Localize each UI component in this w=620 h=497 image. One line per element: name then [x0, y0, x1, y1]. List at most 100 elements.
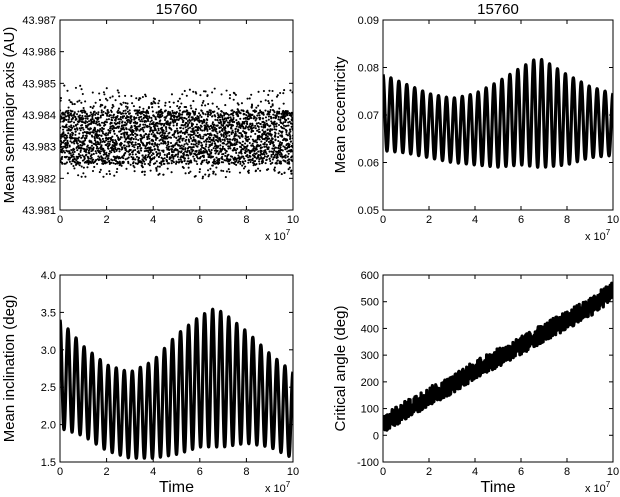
data-point: [151, 110, 154, 113]
data-point: [148, 137, 151, 140]
data-point: [239, 160, 242, 163]
data-point: [95, 112, 98, 115]
data-point: [156, 132, 159, 135]
data-point: [162, 142, 165, 145]
data-point: [92, 131, 95, 134]
data-point: [275, 128, 278, 131]
data-point: [192, 149, 195, 152]
data-point: [282, 92, 285, 95]
data-point: [214, 173, 217, 176]
data-point: [170, 162, 173, 165]
data-point: [259, 122, 262, 126]
data-point: [187, 172, 190, 175]
data-point: [181, 131, 184, 135]
data-point: [172, 157, 175, 160]
data-point: [235, 159, 238, 162]
x-multiplier-label: x 107: [265, 228, 291, 243]
data-point: [136, 114, 139, 117]
data-point: [149, 126, 153, 129]
data-point: [71, 110, 74, 113]
x-tick-label: 10: [287, 466, 299, 478]
data-point: [232, 114, 235, 117]
data-point: [287, 168, 290, 171]
data-point: [170, 136, 173, 139]
data-point: [188, 88, 191, 91]
data-point: [76, 128, 79, 131]
data-point: [140, 147, 143, 150]
data-point: [109, 127, 112, 130]
data-point: [96, 162, 99, 166]
data-point: [87, 157, 90, 160]
data-point: [259, 144, 262, 147]
data-point: [180, 144, 183, 147]
data-point: [172, 150, 175, 154]
data-point: [239, 162, 242, 165]
data-point: [262, 117, 265, 120]
data-point: [247, 128, 250, 131]
data-point: [179, 126, 182, 129]
data-point: [207, 175, 210, 178]
data-point: [125, 117, 128, 120]
data-point: [281, 130, 284, 133]
data-point: [98, 156, 101, 159]
data-point: [278, 153, 281, 156]
data-point: [71, 103, 74, 106]
data-point: [200, 162, 203, 165]
data-point: [128, 119, 131, 122]
data-point: [63, 84, 66, 87]
data-point: [177, 107, 180, 110]
data-point: [125, 105, 128, 108]
data-point: [191, 139, 194, 142]
data-point: [289, 135, 292, 138]
data-point: [175, 153, 178, 156]
data-point: [156, 145, 159, 148]
data-point: [280, 112, 283, 115]
data-point: [176, 155, 179, 158]
data-point: [169, 117, 172, 120]
data-point: [139, 120, 142, 123]
data-point: [243, 122, 246, 125]
data-point: [255, 117, 258, 120]
data-point: [244, 142, 247, 145]
data-point: [219, 121, 223, 125]
series-line: [383, 281, 613, 432]
data-point: [119, 162, 122, 165]
data-point: [140, 160, 143, 163]
data-point: [157, 105, 160, 108]
data-point: [136, 128, 139, 131]
data-point: [93, 165, 96, 169]
data-point: [192, 100, 195, 103]
data-point: [108, 170, 111, 173]
data-point: [263, 145, 266, 148]
data-point: [165, 127, 168, 131]
data-point: [288, 166, 291, 169]
data-point: [149, 150, 152, 154]
data-point: [214, 115, 217, 118]
data-point: [201, 137, 204, 140]
data-point: [146, 138, 149, 141]
data-point: [62, 149, 65, 153]
data-point: [222, 134, 225, 137]
data-point: [286, 155, 289, 158]
data-point: [124, 109, 127, 112]
data-point: [247, 171, 250, 174]
data-point: [218, 161, 221, 165]
data-point: [137, 157, 140, 160]
data-point: [125, 145, 128, 148]
data-point: [279, 141, 282, 144]
data-point: [147, 135, 150, 138]
data-point: [94, 150, 97, 153]
data-point: [150, 154, 153, 157]
data-point: [66, 146, 69, 149]
data-point: [250, 106, 253, 109]
data-point: [260, 140, 263, 143]
data-point: [70, 141, 73, 144]
data-point: [282, 110, 285, 113]
data-point: [157, 102, 160, 105]
data-point: [257, 150, 260, 153]
data-point: [101, 137, 104, 141]
data-point: [271, 158, 274, 161]
data-point: [86, 117, 89, 120]
data-point: [210, 133, 213, 137]
data-point: [240, 102, 243, 105]
